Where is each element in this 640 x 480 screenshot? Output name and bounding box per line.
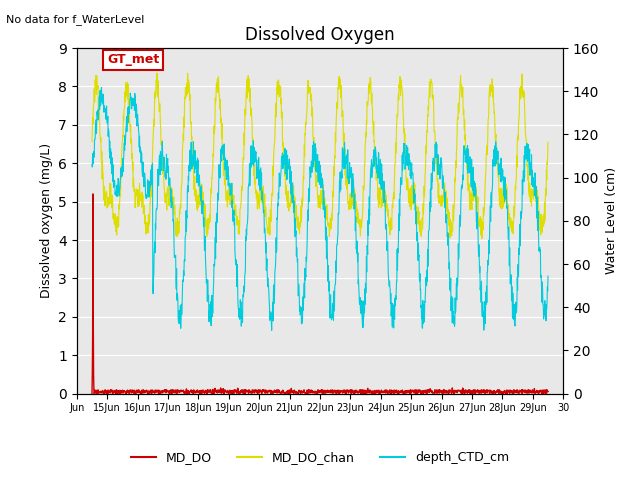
Text: No data for f_WaterLevel: No data for f_WaterLevel xyxy=(6,14,145,25)
Title: Dissolved Oxygen: Dissolved Oxygen xyxy=(245,25,395,44)
Legend: MD_DO, MD_DO_chan, depth_CTD_cm: MD_DO, MD_DO_chan, depth_CTD_cm xyxy=(126,446,514,469)
Y-axis label: Water Level (cm): Water Level (cm) xyxy=(605,167,618,275)
Y-axis label: Dissolved oxygen (mg/L): Dissolved oxygen (mg/L) xyxy=(40,143,52,299)
Text: GT_met: GT_met xyxy=(108,53,159,66)
